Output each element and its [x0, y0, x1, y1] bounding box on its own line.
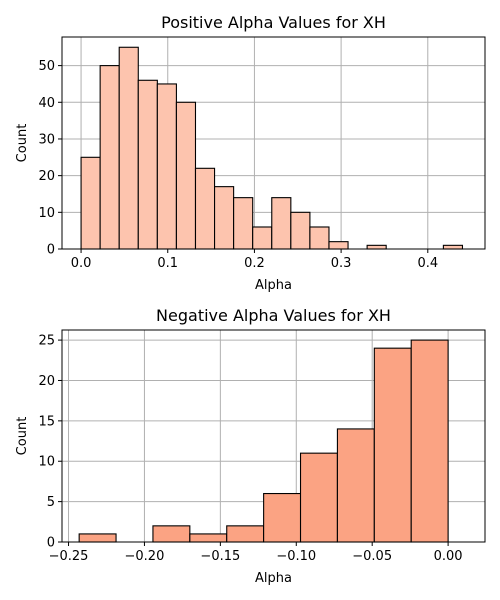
y-tick-label: 25 — [38, 334, 55, 349]
histogram-bar — [336, 428, 375, 543]
y-tick-label: 10 — [38, 455, 55, 470]
histogram-bars — [78, 339, 449, 543]
histogram-bar — [118, 46, 139, 250]
y-tick-label: 40 — [38, 96, 55, 111]
histogram-bar — [226, 525, 265, 543]
x-tick-label: −0.15 — [200, 549, 240, 564]
histogram-bars — [80, 46, 464, 250]
histogram-bar — [410, 339, 449, 543]
negative-alpha-histogram: −0.25 −0.20 −0.15 −0.10 −0.05 0.00 0 5 10 15 20 25… — [15, 306, 486, 586]
x-tick-label: 0.1 — [157, 256, 178, 271]
y-tick-label: 15 — [38, 414, 55, 429]
histogram-bar — [175, 101, 197, 250]
y-tick-label: 10 — [38, 206, 55, 221]
y-tick-label: 0 — [47, 536, 55, 551]
y-tick-label: 50 — [38, 59, 55, 74]
x-axis-ticks: 0.0 0.1 0.2 0.3 0.4 — [71, 249, 438, 271]
y-tick-label: 5 — [47, 495, 55, 510]
y-tick-label: 20 — [38, 374, 55, 389]
y-tick-label: 20 — [38, 169, 55, 184]
histogram-bar — [194, 167, 216, 250]
plot-frame — [61, 329, 486, 543]
histogram-bar — [263, 492, 302, 543]
x-axis-label: Alpha — [255, 278, 292, 293]
x-tick-label: −0.10 — [276, 549, 316, 564]
plot-frame — [61, 36, 486, 250]
x-tick-label: −0.25 — [49, 549, 89, 564]
histogram-bar — [290, 211, 311, 250]
x-axis-label: Alpha — [255, 571, 292, 586]
positive-alpha-histogram: 0.0 0.1 0.2 0.3 0.4 0 10 20 30 40 50 Positive Alp… — [15, 13, 486, 293]
chart-title: Positive Alpha Values for XH — [161, 13, 386, 32]
x-tick-label: 0.4 — [417, 256, 438, 271]
histogram-bar — [156, 83, 177, 250]
histogram-bar — [152, 525, 191, 543]
histogram-bar — [299, 452, 338, 543]
histogram-bar — [99, 65, 120, 250]
histogram-bar — [271, 197, 292, 250]
x-tick-label: −0.20 — [125, 549, 165, 564]
y-axis-ticks: 0 10 20 30 40 50 — [38, 59, 62, 258]
histogram-bar — [309, 226, 330, 250]
chart-title: Negative Alpha Values for XH — [156, 306, 391, 325]
histogram-bar — [78, 533, 117, 543]
x-tick-label: −0.05 — [352, 549, 392, 564]
histogram-bar — [214, 186, 235, 250]
histogram-bar — [442, 244, 464, 250]
y-axis-label: Count — [15, 124, 30, 163]
histogram-bar — [233, 197, 254, 250]
histogram-bar — [189, 533, 228, 543]
histogram-bar — [328, 241, 349, 250]
x-tick-label: 0.2 — [244, 256, 265, 271]
y-tick-label: 30 — [38, 132, 55, 147]
y-axis-ticks: 0 5 10 15 20 25 — [38, 334, 62, 551]
x-tick-label: 0.0 — [71, 256, 92, 271]
histogram-bar — [366, 244, 387, 250]
y-axis-label: Count — [15, 417, 30, 456]
x-tick-label: 0.3 — [331, 256, 352, 271]
x-axis-ticks: −0.25 −0.20 −0.15 −0.10 −0.05 0.00 — [49, 542, 463, 564]
histogram-bar — [80, 156, 101, 250]
x-tick-label: 0.00 — [434, 549, 463, 564]
histogram-bar — [137, 79, 158, 250]
y-tick-label: 0 — [47, 243, 55, 258]
histogram-bar — [252, 226, 273, 250]
histogram-bar — [373, 347, 412, 543]
